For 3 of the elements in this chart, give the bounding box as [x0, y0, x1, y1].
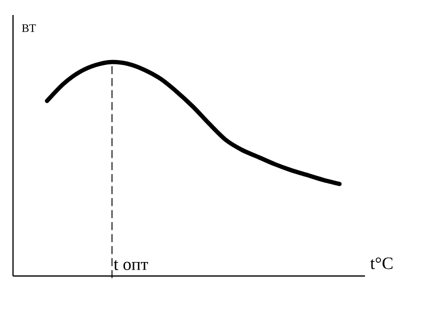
x-axis-title: t°C — [370, 257, 392, 270]
y-axis-title: ВТ — [22, 24, 36, 32]
annotation: t опт — [114, 260, 148, 270]
